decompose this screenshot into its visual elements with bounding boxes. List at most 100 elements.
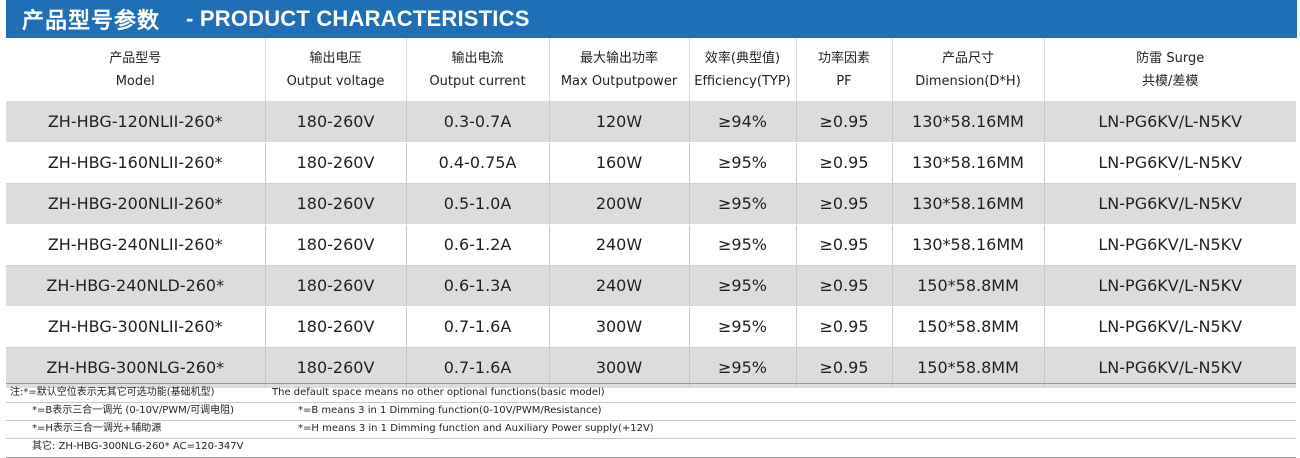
footnote-b-zh: *=B表示三合一调光 (0-10V/PWM/可调电阻) [32, 405, 235, 416]
cell-efficiency: ≥95% [689, 183, 797, 225]
column-header-efficiency: 效率(典型值) Efficiency(TYP) [689, 38, 797, 101]
product-characteristics-table: 产品型号 Model 输出电压 Output voltage 输出电流 Output cu… [6, 38, 1296, 389]
column-header-label-en: Dimension(D*H) [915, 73, 1021, 89]
column-header-max-output-power: 最大输出功率 Max Outputpower [549, 38, 690, 101]
column-header-output-voltage: 输出电压 Output voltage [265, 38, 407, 101]
column-header-label-en: Max Outputpower [560, 73, 678, 89]
cell-output-current: 0.7-1.6A [406, 347, 550, 389]
cell-pf: ≥0.95 [796, 265, 893, 307]
cell-output-voltage: 180-260V [265, 347, 407, 389]
section-header: 产品型号参数 - PRODUCT CHARACTERISTICS [6, 0, 1297, 38]
footnotes: 注:*=默认空位表示无其它可选功能(基础机型) The default spac… [6, 383, 1296, 458]
table-row: ZH-HBG-200NLII-260* 180-260V 0.5-1.0A 200W ≥… [6, 183, 1296, 225]
cell-pf: ≥0.95 [796, 142, 893, 184]
cell-dimension: 130*58.16MM [892, 183, 1045, 225]
footnote-line: *=H表示三合一调光+辅助源 *=H means 3 in 1 Dimming … [6, 420, 1296, 439]
cell-max-output-power: 160W [549, 142, 690, 184]
footnote-default-en: The default space means no other optiona… [272, 387, 605, 398]
cell-output-voltage: 180-260V [265, 142, 407, 184]
cell-efficiency: ≥94% [689, 101, 797, 143]
cell-output-voltage: 180-260V [265, 265, 407, 307]
cell-output-voltage: 180-260V [265, 183, 407, 225]
cell-dimension: 150*58.8MM [892, 306, 1045, 348]
cell-model: ZH-HBG-240NLII-260* [6, 224, 266, 266]
cell-efficiency: ≥95% [689, 265, 797, 307]
column-header-label-zh: 防雷 Surge [1136, 50, 1205, 66]
column-header-model: 产品型号 Model [6, 38, 266, 101]
table-row: ZH-HBG-160NLII-260* 180-260V 0.4-0.75A 160W… [6, 142, 1296, 184]
cell-max-output-power: 300W [549, 306, 690, 348]
column-header-label-zh: 产品尺寸 [941, 50, 994, 66]
cell-surge: LN-PG6KV/L-N5KV [1044, 306, 1296, 348]
table-row: ZH-HBG-120NLII-260* 180-260V 0.3-0.7A 120W ≥… [6, 101, 1296, 143]
cell-surge: LN-PG6KV/L-N5KV [1044, 347, 1296, 389]
cell-pf: ≥0.95 [796, 224, 893, 266]
column-header-label-zh: 最大输出功率 [579, 50, 658, 66]
cell-dimension: 130*58.16MM [892, 101, 1045, 143]
cell-dimension: 130*58.16MM [892, 142, 1045, 184]
column-header-label-en: 共模/差模 [1142, 73, 1199, 89]
column-header-label-en: Model [115, 73, 155, 89]
cell-max-output-power: 120W [549, 101, 690, 143]
cell-max-output-power: 200W [549, 183, 690, 225]
cell-model: ZH-HBG-160NLII-260* [6, 142, 266, 184]
cell-efficiency: ≥95% [689, 142, 797, 184]
table-row: ZH-HBG-300NLG-260* 180-260V 0.7-1.6A 300W ≥9… [6, 347, 1296, 389]
cell-max-output-power: 300W [549, 347, 690, 389]
cell-efficiency: ≥95% [689, 347, 797, 389]
cell-output-current: 0.7-1.6A [406, 306, 550, 348]
cell-surge: LN-PG6KV/L-N5KV [1044, 101, 1296, 143]
cell-model: ZH-HBG-300NLII-260* [6, 306, 266, 348]
column-header-output-current: 输出电流 Output current [406, 38, 550, 101]
cell-pf: ≥0.95 [796, 306, 893, 348]
cell-output-voltage: 180-260V [265, 306, 407, 348]
cell-dimension: 150*58.8MM [892, 265, 1045, 307]
table-row: ZH-HBG-240NLII-260* 180-260V 0.6-1.2A 240W ≥… [6, 224, 1296, 266]
column-header-label-zh: 功率因素 [817, 50, 870, 66]
table-row: ZH-HBG-240NLD-260* 180-260V 0.6-1.3A 240W ≥9… [6, 265, 1296, 307]
cell-dimension: 130*58.16MM [892, 224, 1045, 266]
cell-surge: LN-PG6KV/L-N5KV [1044, 142, 1296, 184]
cell-output-voltage: 180-260V [265, 224, 407, 266]
cell-efficiency: ≥95% [689, 224, 797, 266]
table-header-row: 产品型号 Model 输出电压 Output voltage 输出电流 Output cu… [6, 38, 1296, 101]
cell-output-current: 0.6-1.2A [406, 224, 550, 266]
cell-output-current: 0.6-1.3A [406, 265, 550, 307]
cell-surge: LN-PG6KV/L-N5KV [1044, 183, 1296, 225]
cell-output-current: 0.5-1.0A [406, 183, 550, 225]
cell-model: ZH-HBG-120NLII-260* [6, 101, 266, 143]
column-header-label-zh: 产品型号 [109, 50, 162, 66]
footnote-h-zh: *=H表示三合一调光+辅助源 [32, 423, 162, 434]
footnote-default-zh: 注:*=默认空位表示无其它可选功能(基础机型) [10, 387, 215, 398]
column-header-dimension: 产品尺寸 Dimension(D*H) [892, 38, 1045, 101]
cell-pf: ≥0.95 [796, 101, 893, 143]
footnote-h-en: *=H means 3 in 1 Dimming function and Au… [298, 423, 654, 434]
cell-pf: ≥0.95 [796, 347, 893, 389]
cell-model: ZH-HBG-200NLII-260* [6, 183, 266, 225]
cell-surge: LN-PG6KV/L-N5KV [1044, 224, 1296, 266]
cell-dimension: 150*58.8MM [892, 347, 1045, 389]
column-header-label-en: Output current [429, 73, 526, 89]
footnote-line: 其它: ZH-HBG-300NLG-260* AC=120-347V [6, 438, 1296, 456]
cell-max-output-power: 240W [549, 265, 690, 307]
footnote-b-en: *=B means 3 in 1 Dimming function(0-10V/… [298, 405, 602, 416]
column-header-label-zh: 输出电流 [451, 50, 504, 66]
footnote-line: *=B表示三合一调光 (0-10V/PWM/可调电阻) *=B means 3 … [6, 402, 1296, 421]
cell-pf: ≥0.95 [796, 183, 893, 225]
column-header-label-en: PF [836, 73, 852, 89]
cell-model: ZH-HBG-300NLG-260* [6, 347, 266, 389]
column-header-surge: 防雷 Surge 共模/差模 [1044, 38, 1296, 101]
table-row: ZH-HBG-300NLII-260* 180-260V 0.7-1.6A 300W ≥… [6, 306, 1296, 348]
cell-output-current: 0.4-0.75A [406, 142, 550, 184]
column-header-label-zh: 效率(典型值) [704, 50, 781, 66]
cell-max-output-power: 240W [549, 224, 690, 266]
cell-output-current: 0.3-0.7A [406, 101, 550, 143]
cell-surge: LN-PG6KV/L-N5KV [1044, 265, 1296, 307]
column-header-pf: 功率因素 PF [796, 38, 893, 101]
column-header-label-en: Efficiency(TYP) [694, 73, 791, 89]
cell-output-voltage: 180-260V [265, 101, 407, 143]
footnote-other: 其它: ZH-HBG-300NLG-260* AC=120-347V [32, 441, 244, 452]
section-title-en: - PRODUCT CHARACTERISTICS [186, 6, 530, 31]
table-body: ZH-HBG-120NLII-260* 180-260V 0.3-0.7A 120W ≥… [6, 101, 1296, 389]
